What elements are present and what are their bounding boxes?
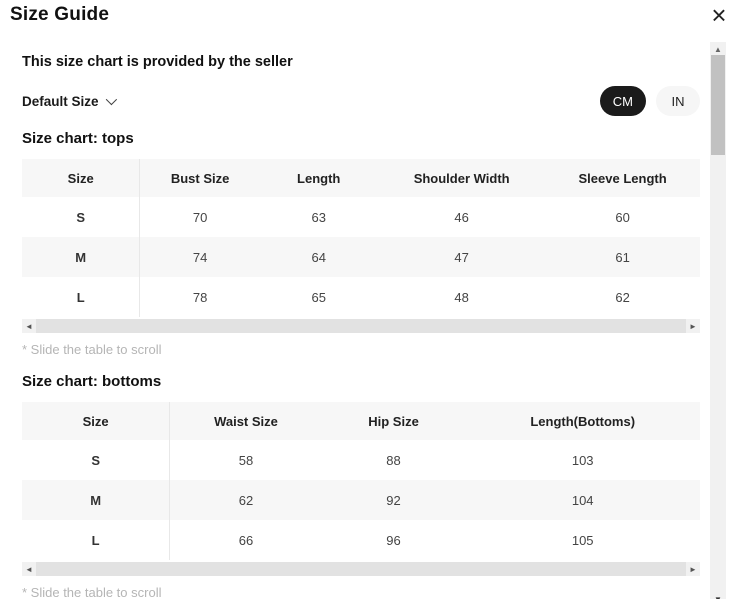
close-icon[interactable]: × [706, 1, 732, 29]
unit-cm-button[interactable]: CM [599, 86, 646, 116]
scroll-down-icon[interactable]: ▼ [714, 594, 722, 599]
table-header-row: Size Waist Size Hip Size Length(Bottoms) [22, 402, 700, 440]
table-cell: 63 [311, 209, 326, 225]
table-cell: 103 [571, 452, 594, 468]
horizontal-scrollbar[interactable]: ◄ ► [22, 562, 700, 576]
table-cell: 62 [238, 492, 254, 508]
chevron-down-icon [105, 93, 117, 106]
horizontal-scrollbar-thumb[interactable] [36, 562, 686, 576]
table-row: S 58 88 103 [22, 440, 700, 480]
table-cell: 66 [238, 532, 254, 548]
size-cell: M [22, 237, 141, 277]
horizontal-scrollbar[interactable]: ◄ ► [22, 319, 700, 333]
column-header: Sleeve Length [578, 170, 667, 186]
scroll-up-icon[interactable]: ▲ [714, 44, 722, 54]
table-cell: 78 [192, 289, 208, 305]
column-header: Size [22, 402, 171, 440]
page-title: Size Guide [10, 4, 110, 25]
scroll-right-icon[interactable]: ► [689, 564, 697, 574]
column-header: Length(Bottoms) [530, 413, 636, 429]
table-cell: 104 [571, 492, 594, 508]
seller-note: This size chart is provided by the selle… [22, 54, 293, 70]
size-cell: L [22, 520, 171, 560]
column-header: Size [22, 159, 141, 197]
default-size-label: Default Size [22, 93, 99, 109]
size-cell: L [22, 277, 141, 317]
table-cell: 62 [615, 289, 630, 305]
table-cell: 65 [311, 289, 326, 305]
vertical-scrollbar-thumb[interactable] [711, 55, 725, 155]
column-header: Waist Size [214, 413, 278, 429]
table-row: L 66 96 105 [22, 520, 700, 560]
table-row: M 62 92 104 [22, 480, 700, 520]
default-size-dropdown[interactable]: Default Size [22, 93, 117, 109]
section-title-tops: Size chart: tops [22, 130, 134, 147]
table-header-row: Size Bust Size Length Shoulder Width Sleeve … [22, 159, 700, 197]
horizontal-scrollbar-thumb[interactable] [36, 319, 686, 333]
scroll-left-icon[interactable]: ◄ [25, 321, 33, 331]
selector-row: Default Size CM IN [22, 86, 700, 116]
scroll-hint: * Slide the table to scroll [22, 342, 162, 357]
size-cell: S [22, 440, 171, 480]
unit-in-button[interactable]: IN [656, 86, 700, 116]
column-header: Hip Size [368, 413, 419, 429]
scroll-hint: * Slide the table to scroll [22, 585, 162, 599]
table-cell: 48 [454, 289, 469, 305]
size-table-tops: Size Bust Size Length Shoulder Width Sleeve … [22, 159, 700, 317]
table-cell: 105 [571, 532, 594, 548]
modal-content: This size chart is provided by the selle… [22, 46, 700, 599]
table-cell: 61 [615, 249, 630, 265]
table-cell: 47 [454, 249, 469, 265]
table-cell: 88 [386, 452, 401, 468]
column-header: Bust Size [170, 170, 230, 186]
table-row: M 74 64 47 61 [22, 237, 700, 277]
column-header: Shoulder Width [413, 170, 510, 186]
table-cell: 60 [615, 209, 630, 225]
table-cell: 92 [386, 492, 401, 508]
scroll-right-icon[interactable]: ► [689, 321, 697, 331]
column-header: Length [297, 170, 341, 186]
table-cell: 58 [238, 452, 254, 468]
table-cell: 96 [386, 532, 401, 548]
scroll-left-icon[interactable]: ◄ [25, 564, 33, 574]
table-cell: 64 [311, 249, 326, 265]
table-cell: 70 [192, 209, 208, 225]
unit-toggle: CM IN [599, 86, 700, 116]
size-table-bottoms: Size Waist Size Hip Size Length(Bottoms) S 58… [22, 402, 700, 560]
table-row: L 78 65 48 62 [22, 277, 700, 317]
size-cell: S [22, 197, 141, 237]
section-title-bottoms: Size chart: bottoms [22, 373, 162, 390]
table-cell: 74 [192, 249, 208, 265]
vertical-scrollbar[interactable]: ▲ ▼ [710, 42, 726, 599]
table-row: S 70 63 46 60 [22, 197, 700, 237]
table-cell: 46 [454, 209, 469, 225]
size-cell: M [22, 480, 171, 520]
